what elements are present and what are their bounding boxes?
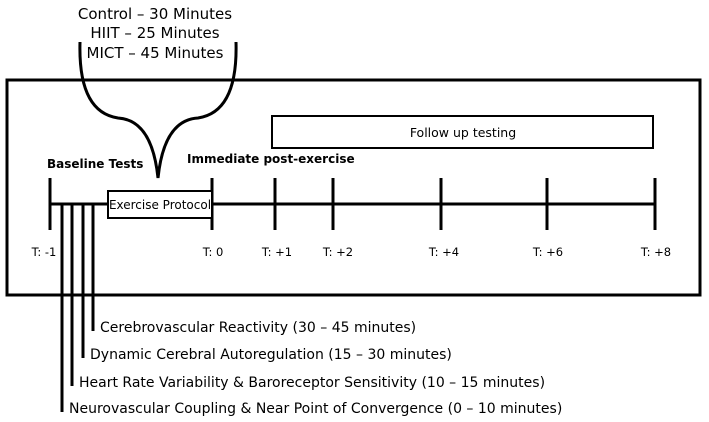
condition-control: Control – 30 Minutes (78, 5, 232, 23)
timepoint-label-t0: T: 0 (202, 245, 224, 259)
timepoint-label-t-minus1: T: -1 (31, 245, 57, 259)
follow-up-label: Follow up testing (410, 125, 516, 140)
exercise-protocol-box (107, 190, 213, 219)
timepoint-label-t8: T: +8 (640, 245, 671, 259)
outer-frame (5, 78, 702, 297)
measure-cerebrovascular-reactivity: Cerebrovascular Reactivity (30 – 45 minu… (100, 320, 416, 336)
timepoint-label-t4: T: +4 (428, 245, 459, 259)
timepoint-label-t1: T: +1 (261, 245, 292, 259)
baseline-label: Baseline Tests (47, 157, 143, 171)
timepoint-label-t2: T: +2 (322, 245, 353, 259)
condition-hiit: HIIT – 25 Minutes (90, 24, 219, 42)
measure-dynamic-cerebral-autoregulation: Dynamic Cerebral Autoregulation (15 – 30… (90, 347, 452, 363)
condition-mict: MICT – 45 Minutes (87, 44, 224, 62)
exercise-protocol-label: Exercise Protocol (109, 198, 211, 212)
follow-up-box (271, 115, 654, 149)
measure-heart-rate-variability: Heart Rate Variability & Baroreceptor Se… (79, 375, 545, 391)
measure-neurovascular-coupling: Neurovascular Coupling & Near Point of C… (69, 401, 562, 417)
post-exercise-label: Immediate post-exercise (187, 152, 355, 166)
condition-brace (78, 41, 238, 179)
timepoint-label-t6: T: +6 (532, 245, 563, 259)
